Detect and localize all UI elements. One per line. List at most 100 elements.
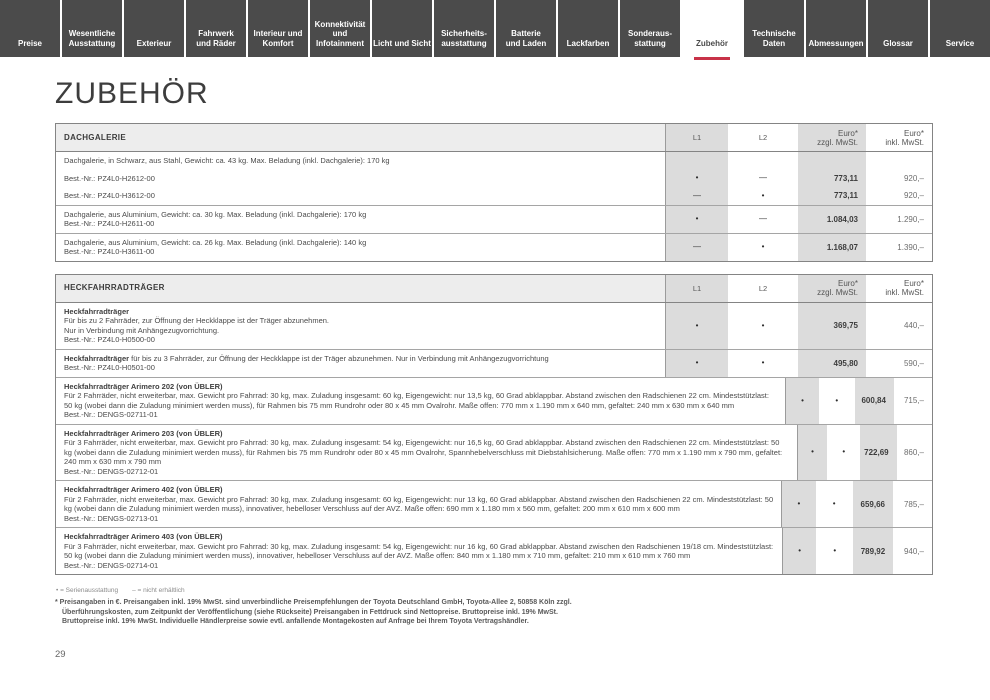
page-title: ZUBEHÖR <box>55 77 209 110</box>
table-row: Best.-Nr.: PZ4L0-H3612-00 — • 773,11 920… <box>56 187 932 205</box>
price-net: 1.168,07 <box>798 233 866 261</box>
tab-label: Batterie und Laden <box>505 29 547 48</box>
availability-l1: • <box>665 349 728 377</box>
order-number: Best.-Nr.: DENGS-02711-01 <box>64 410 158 419</box>
table-header-row: DACHGALERIE L1 L2 Euro* zzgl. MwSt. Euro… <box>56 124 932 152</box>
price-gross: 920,– <box>903 173 924 183</box>
availability-l1: • <box>665 302 728 349</box>
tab-label: Abmessungen <box>808 38 864 48</box>
page-number: 29 <box>55 648 66 660</box>
table-title: DACHGALERIE <box>56 124 665 151</box>
availability-l2: • <box>833 546 837 555</box>
item-details: Für 3 Fahrräder, nicht erweiterbar, max.… <box>64 541 774 561</box>
availability-l1: — <box>665 233 728 261</box>
price-gross: 440,– <box>903 321 924 330</box>
item-details: Für 3 Fahrräder, nicht erweiterbar, max.… <box>64 438 783 466</box>
item-details: Dachgalerie, aus Aluminium, Gewicht: ca.… <box>64 209 367 219</box>
order-number: Best.-Nr.: DENGS-02712-01 <box>64 466 159 476</box>
tab-sonderausstattung[interactable]: Sonderaus- stattung <box>620 0 680 57</box>
item-description: Best.-Nr.: PZ4L0-H2612-00 <box>56 170 665 188</box>
item-description: Heckfahrradträger Arimero 402 (von ÜBLER… <box>56 481 781 527</box>
price-net: 600,84 <box>854 377 894 424</box>
item-details: Für 2 Fahrräder, nicht erweiterbar, max.… <box>64 494 774 514</box>
tab-label: Wesentliche Ausstattung <box>68 29 116 48</box>
table-body: Heckfahrradträger Für bis zu 2 Fahrräder… <box>56 302 932 574</box>
tab-fahrwerk-und-raeder[interactable]: Fahrwerk und Räder <box>186 0 246 57</box>
availability-l2: • <box>842 447 846 457</box>
table-header-row: HECKFAHRRADTRÄGER L1 L2 Euro* zzgl. MwSt… <box>56 274 932 303</box>
tab-preise[interactable]: Preise <box>0 0 60 57</box>
tab-zubehoer[interactable]: Zubehör <box>682 0 742 60</box>
availability-l2: • <box>761 190 765 200</box>
tab-technische-daten[interactable]: Technische Daten <box>744 0 804 57</box>
table-row: Dachgalerie, aus Aluminium, Gewicht: ca.… <box>56 232 932 261</box>
table-row: Heckfahrradträger für bis zu 3 Fahrräder… <box>56 348 932 377</box>
tab-label: Konnektivität und Infotainment <box>314 19 366 48</box>
price-gross: 860,– <box>903 447 924 457</box>
tab-service[interactable]: Service <box>930 0 990 57</box>
availability-l1: • <box>796 424 828 480</box>
price-gross: 590,– <box>903 358 924 368</box>
table-row: Heckfahrradträger Für bis zu 2 Fahrräder… <box>56 302 932 349</box>
dachgalerie-table: DACHGALERIE L1 L2 Euro* zzgl. MwSt. Euro… <box>55 123 933 262</box>
availability-l1: — <box>665 187 728 205</box>
availability-l1: • <box>785 377 819 424</box>
tab-label: Licht und Sicht <box>373 38 431 48</box>
order-number: Best.-Nr.: PZ4L0-H0500-00 <box>64 335 155 344</box>
item-description: Heckfahrradträger Arimero 203 (von ÜBLER… <box>56 425 797 481</box>
item-title: Heckfahrradträger Arimero 203 (von ÜBLER… <box>64 428 223 438</box>
availability-l2: • <box>761 320 765 330</box>
tab-label: Glossar <box>883 38 913 48</box>
tab-batterie-und-laden[interactable]: Batterie und Laden <box>496 0 556 57</box>
item-description: Dachgalerie, aus Aluminium, Gewicht: ca.… <box>56 234 665 261</box>
item-title: Heckfahrradträger Arimero 402 (von ÜBLER… <box>64 485 223 494</box>
column-header-net: Euro* zzgl. MwSt. <box>798 124 866 151</box>
price-net: 369,75 <box>798 302 866 349</box>
item-description: Heckfahrradträger Arimero 403 (von ÜBLER… <box>56 528 782 574</box>
item-details: Dachgalerie, aus Aluminium, Gewicht: ca.… <box>64 237 367 247</box>
legend-not-available: – = nicht erhältlich <box>132 587 185 594</box>
tab-wesentliche-ausstattung[interactable]: Wesentliche Ausstattung <box>62 0 122 57</box>
item-description: Heckfahrradträger Für bis zu 2 Fahrräder… <box>56 303 665 349</box>
availability-l1: • <box>665 205 728 233</box>
heckfahrradtraeger-table: HECKFAHRRADTRÄGER L1 L2 Euro* zzgl. MwSt… <box>55 273 933 575</box>
tab-label: Sicherheits- ausstattung <box>441 29 487 48</box>
tab-konnektivitaet-und-infotainment[interactable]: Konnektivität und Infotainment <box>310 0 370 57</box>
item-title: Heckfahrradträger <box>64 306 130 316</box>
tab-glossar[interactable]: Glossar <box>868 0 928 57</box>
tab-label: Interieur und Komfort <box>253 29 303 48</box>
tab-interieur-und-komfort[interactable]: Interieur und Komfort <box>248 0 308 57</box>
tab-exterieur[interactable]: Exterieur <box>124 0 184 57</box>
order-number: Best.-Nr.: PZ4L0-H0501-00 <box>64 363 155 372</box>
tab-label: Lackfarben <box>566 38 610 48</box>
order-number: Best.-Nr.: PZ4L0-H3612-00 <box>64 191 155 200</box>
column-header-net: Euro* zzgl. MwSt. <box>798 274 866 302</box>
page-content: ZUBEHÖR DACHGALERIE L1 L2 Euro* zzgl. Mw… <box>0 57 990 660</box>
availability-l2: • <box>832 499 836 508</box>
tab-label: Fahrwerk und Räder <box>196 29 236 48</box>
tab-sicherheitsausstattung[interactable]: Sicherheits- ausstattung <box>434 0 494 57</box>
tab-licht-und-sicht[interactable]: Licht und Sicht <box>372 0 432 57</box>
tab-label: Technische Daten <box>752 29 796 48</box>
price-gross: 1.290,– <box>897 214 924 224</box>
column-header-l2: L2 <box>758 283 768 293</box>
section-tab-bar: Preise Wesentliche Ausstattung Exterieur… <box>0 0 990 60</box>
item-title: Heckfahrradträger Arimero 202 (von ÜBLER… <box>64 381 223 391</box>
item-details: Dachgalerie, in Schwarz, aus Stahl, Gewi… <box>64 156 390 165</box>
table-title: HECKFAHRRADTRÄGER <box>56 274 665 302</box>
tab-label: Exterieur <box>136 38 172 48</box>
tab-lackfarben[interactable]: Lackfarben <box>558 0 618 57</box>
table-row: Best.-Nr.: PZ4L0-H2612-00 • — 773,11 920… <box>56 169 932 188</box>
price-net: 722,69 <box>860 424 897 480</box>
tab-abmessungen[interactable]: Abmessungen <box>806 0 866 57</box>
price-gross <box>866 152 932 170</box>
price-net: 773,11 <box>798 169 866 187</box>
order-number: Best.-Nr.: DENGS-02714-01 <box>64 560 159 570</box>
availability-l1: • <box>782 528 817 574</box>
table-row: Heckfahrradträger Arimero 403 (von ÜBLER… <box>56 527 932 574</box>
price-gross: 785,– <box>903 499 924 509</box>
price-gross: 715,– <box>903 396 924 405</box>
order-number: Best.-Nr.: PZ4L0-H3611-00 <box>64 247 155 256</box>
availability-l1 <box>665 152 728 170</box>
tab-label: Sonderaus- stattung <box>627 29 672 48</box>
